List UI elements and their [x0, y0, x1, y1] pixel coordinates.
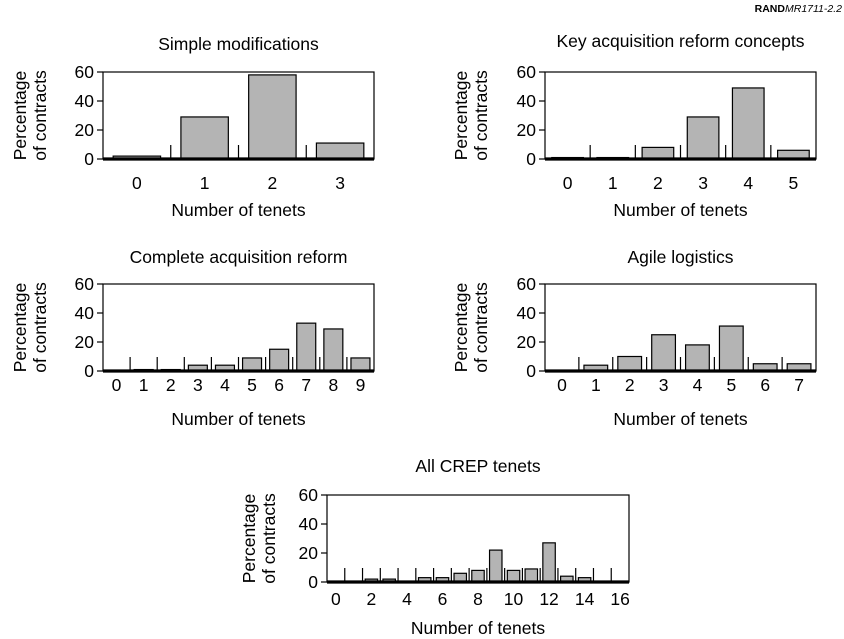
chart-3-x-tick-label: 8: [328, 375, 338, 395]
chart-5-x-tick-label: 8: [473, 589, 483, 609]
chart-4-bar: [651, 334, 677, 372]
chart-2-x-tick-label: 2: [653, 173, 663, 193]
chart-1-title: Simple modifications: [158, 34, 319, 54]
chart-3-y-tick-label: 0: [84, 361, 94, 381]
chart-1-bar: [315, 142, 365, 160]
chart-4-x-tick-label: 2: [625, 375, 635, 395]
chart-4-y-axis-label: Percentageof contracts: [451, 282, 491, 373]
chart-4-x-tick-label: 4: [693, 375, 703, 395]
chart-4-x-tick-label: 5: [726, 375, 736, 395]
chart-5-x-tick-label: 10: [504, 589, 524, 609]
chart-1-y-tick-label: 40: [75, 91, 95, 111]
chart-2-bar: [686, 116, 720, 160]
chart-4-x-axis-label: Number of tenets: [613, 409, 747, 429]
chart-5-bar: [488, 549, 503, 583]
chart-2-title: Key acquisition reform concepts: [556, 31, 804, 51]
chart-5-y-tick-label: 0: [308, 572, 318, 592]
chart-4-bar: [617, 355, 643, 372]
chart-2-y-axis-label: Percentageof contracts: [451, 70, 491, 161]
chart-5-title: All CREP tenets: [415, 456, 540, 476]
chart-2-x-tick-label: 3: [698, 173, 708, 193]
chart-1-x-tick-label: 2: [268, 173, 278, 193]
chart-5-frame: [326, 494, 630, 583]
chart-4-bar: [684, 344, 710, 372]
chart-1-y-tick-label: 20: [75, 120, 95, 140]
chart-2-y-tick-label: 40: [517, 91, 537, 111]
chart-2-x-axis-label: Number of tenets: [613, 200, 747, 220]
chart-5-x-tick-label: 16: [610, 589, 629, 609]
chart-3-bar: [323, 328, 344, 372]
chart-4-title: Agile logistics: [627, 247, 733, 267]
chart-3-x-tick-label: 7: [301, 375, 311, 395]
figure-id: RANDMR1711-2.2: [755, 3, 843, 15]
chart-3-y-tick-label: 60: [75, 274, 95, 294]
chart-3-bar: [350, 357, 371, 372]
chart-3-x-axis-label: Number of tenets: [171, 409, 305, 429]
chart-3-bar: [269, 348, 290, 372]
chart-4-x-tick-label: 1: [591, 375, 601, 395]
chart-1-x-tick-label: 3: [335, 173, 345, 193]
chart-2-bar: [731, 87, 765, 160]
chart-3-bar: [241, 357, 263, 372]
chart-3-y-tick-label: 20: [75, 332, 95, 352]
chart-1-bar: [248, 74, 297, 160]
chart-2-bar: [641, 146, 675, 160]
chart-1-bar: [180, 116, 229, 160]
chart-3-x-tick-label: 6: [274, 375, 284, 395]
chart-5-x-tick-label: 14: [575, 589, 595, 609]
chart-2-x-tick-label: 0: [563, 173, 573, 193]
chart-5-y-tick-label: 40: [299, 514, 319, 534]
chart-2-y-tick-label: 0: [526, 149, 536, 169]
chart-5-x-tick-label: 2: [367, 589, 377, 609]
chart-3-y-tick-label: 40: [75, 303, 95, 323]
chart-1-y-axis-label: Percentageof contracts: [10, 70, 50, 161]
chart-3-x-tick-label: 9: [356, 375, 366, 395]
chart-2-y-tick-label: 20: [517, 120, 537, 140]
chart-4-x-tick-label: 3: [659, 375, 669, 395]
chart-4-x-tick-label: 7: [794, 375, 804, 395]
chart-5-y-tick-label: 60: [299, 485, 319, 505]
chart-5-y-axis-label: Percentageof contracts: [239, 493, 279, 584]
chart-5-bar: [471, 569, 485, 583]
chart-5-y-tick-label: 20: [299, 543, 319, 563]
chart-2-y-tick-label: 60: [517, 62, 537, 82]
chart-5-x-tick-label: 4: [402, 589, 412, 609]
chart-5-x-axis-label: Number of tenets: [411, 618, 545, 638]
chart-5-x-tick-label: 12: [539, 589, 558, 609]
chart-5-bar: [524, 568, 539, 583]
chart-3-x-tick-label: 4: [220, 375, 230, 395]
chart-4-y-tick-label: 20: [517, 332, 537, 352]
chart-3-x-tick-label: 5: [247, 375, 257, 395]
chart-3-x-tick-label: 2: [166, 375, 176, 395]
chart-4-y-tick-label: 60: [517, 274, 537, 294]
chart-2-x-tick-label: 5: [789, 173, 799, 193]
chart-5-bar: [506, 569, 521, 583]
chart-3-title: Complete acquisition reform: [130, 247, 348, 267]
chart-1-y-tick-label: 0: [84, 149, 94, 169]
chart-1-x-axis-label: Number of tenets: [171, 200, 305, 220]
chart-3-x-tick-label: 1: [139, 375, 149, 395]
chart-5-x-tick-label: 6: [438, 589, 448, 609]
chart-1-x-tick-label: 0: [132, 173, 142, 193]
chart-4-bar: [718, 325, 744, 372]
chart-5-x-tick-label: 0: [331, 589, 341, 609]
chart-4-x-tick-label: 0: [557, 375, 567, 395]
chart-1-y-tick-label: 60: [75, 62, 95, 82]
chart-3-y-axis-label: Percentageof contracts: [10, 282, 50, 373]
chart-4-y-tick-label: 40: [517, 303, 537, 323]
chart-3-bar: [296, 322, 317, 372]
chart-2-x-tick-label: 1: [608, 173, 618, 193]
chart-4-y-tick-label: 0: [526, 361, 536, 381]
chart-3-x-tick-label: 0: [112, 375, 122, 395]
chart-2-x-tick-label: 4: [743, 173, 753, 193]
chart-3-x-tick-label: 3: [193, 375, 203, 395]
chart-5-bar: [542, 542, 556, 583]
chart-1-x-tick-label: 1: [200, 173, 210, 193]
chart-4-x-tick-label: 6: [760, 375, 770, 395]
